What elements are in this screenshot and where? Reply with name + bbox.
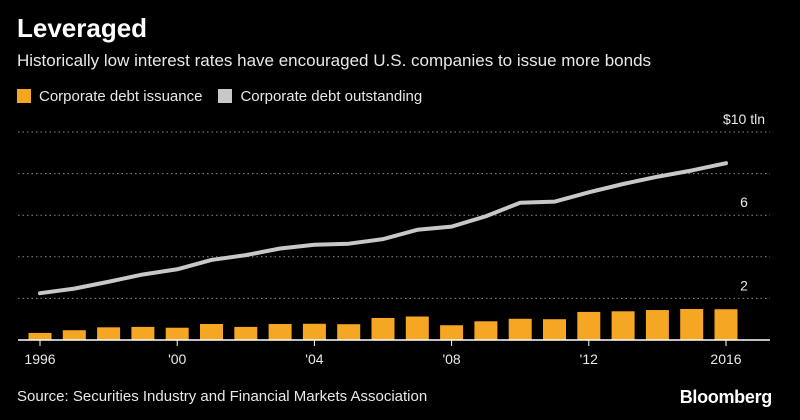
legend-item-outstanding: Corporate debt outstanding (218, 88, 422, 105)
bar-issuance (62, 330, 86, 340)
x-tick-label: '04 (305, 351, 323, 367)
x-tick-label: '08 (442, 351, 460, 367)
bar-issuance (543, 319, 566, 340)
chart-title: Leveraged (17, 13, 148, 43)
bar-issuance (234, 326, 258, 340)
bar-issuance (131, 326, 155, 340)
bar-issuance (577, 311, 601, 340)
bar-issuance (474, 321, 498, 340)
bloomberg-logo: Bloomberg (679, 387, 773, 407)
x-tick-label: '12 (580, 351, 598, 367)
chart-subtitle: Historically low interest rates have enc… (17, 51, 652, 70)
bar-issuance (371, 317, 395, 340)
y-tick-label: 6 (740, 194, 748, 210)
y-tick-label: 2 (740, 277, 748, 293)
line-outstanding (38, 161, 728, 296)
chart-legend: Corporate debt issuance Corporate debt o… (17, 86, 438, 106)
x-tick-label: 1996 (24, 351, 55, 367)
bar-issuance (268, 323, 292, 340)
legend-swatch-issuance (17, 89, 31, 103)
bar-issuance (97, 327, 121, 340)
bar-issuance (645, 310, 669, 340)
legend-swatch-outstanding (218, 89, 233, 103)
x-tick-label: '00 (168, 351, 186, 367)
x-tick-label: 2016 (710, 351, 741, 367)
bar-issuance (302, 323, 326, 340)
bar-issuance (337, 324, 361, 340)
legend-label-issuance: Corporate debt issuance (39, 87, 203, 105)
bar-issuance (165, 327, 189, 340)
bar-issuance (611, 311, 635, 340)
legend-label-outstanding: Corporate debt outstanding (240, 87, 423, 105)
bar-issuance (680, 309, 704, 340)
bar-issuance (714, 309, 738, 340)
y-tick-label: $10 tln (723, 111, 765, 127)
bar-issuance (405, 316, 429, 340)
bar-issuance (440, 325, 464, 340)
legend-item-issuance: Corporate debt issuance (17, 88, 202, 105)
bar-issuance (200, 323, 223, 340)
bar-issuance (508, 318, 532, 340)
source-note: Source: Securities Industry and Financia… (17, 388, 428, 405)
bar-issuance (28, 332, 52, 340)
